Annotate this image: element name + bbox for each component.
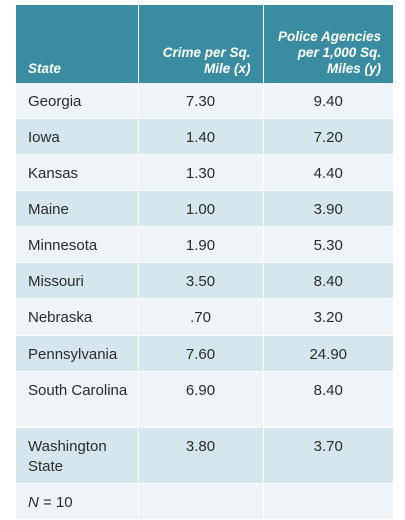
empty-cell <box>263 483 393 520</box>
state-cell: Georgia <box>16 83 139 119</box>
table-row: South Carolina 6.90 8.40 <box>16 371 393 428</box>
table-row: Iowa 1.40 7.20 <box>16 118 393 155</box>
data-table: State Crime per Sq. Mile (x) Police Agen… <box>16 5 393 520</box>
table-row: Minnesota 1.90 5.30 <box>16 226 393 263</box>
table-row: Georgia 7.30 9.40 <box>16 83 393 119</box>
state-cell: Kansas <box>16 154 139 191</box>
state-column-header: State <box>16 5 139 83</box>
empty-cell <box>138 483 264 520</box>
police-cell: 3.70 <box>263 427 393 484</box>
crime-cell: .70 <box>138 298 264 336</box>
n-symbol: N <box>28 494 39 511</box>
table-row: Kansas 1.30 4.40 <box>16 154 393 191</box>
police-cell: 3.20 <box>263 298 393 336</box>
police-column-header: Police Agencies per 1,000 Sq. Miles (y) <box>263 5 393 83</box>
crime-cell: 3.80 <box>138 427 264 484</box>
sample-size-row: N = 10 <box>16 483 393 520</box>
crime-cell: 7.30 <box>138 83 264 119</box>
sample-size-cell: N = 10 <box>16 483 139 520</box>
police-cell: 24.90 <box>263 335 393 372</box>
state-cell: Washington State <box>16 427 139 484</box>
police-cell: 8.40 <box>263 371 393 428</box>
state-cell: Maine <box>16 190 139 227</box>
crime-cell: 3.50 <box>138 262 264 299</box>
police-cell: 8.40 <box>263 262 393 299</box>
state-cell: Minnesota <box>16 226 139 263</box>
state-cell: Nebraska <box>16 298 139 336</box>
police-cell: 9.40 <box>263 83 393 119</box>
crime-column-header: Crime per Sq. Mile (x) <box>138 5 264 83</box>
state-cell: Missouri <box>16 262 139 299</box>
crime-cell: 1.30 <box>138 154 264 191</box>
crime-cell: 1.00 <box>138 190 264 227</box>
crime-cell: 7.60 <box>138 335 264 372</box>
police-cell: 3.90 <box>263 190 393 227</box>
police-cell: 7.20 <box>263 118 393 155</box>
state-cell: Pennsylvania <box>16 335 139 372</box>
table-row: Maine 1.00 3.90 <box>16 190 393 227</box>
table-row: Washington State 3.80 3.70 <box>16 427 393 484</box>
header-row: State Crime per Sq. Mile (x) Police Agen… <box>16 5 393 83</box>
crime-cell: 1.90 <box>138 226 264 263</box>
crime-cell: 1.40 <box>138 118 264 155</box>
table-row: Pennsylvania 7.60 24.90 <box>16 335 393 372</box>
crime-cell: 6.90 <box>138 371 264 428</box>
state-cell: Iowa <box>16 118 139 155</box>
table-row: Missouri 3.50 8.40 <box>16 262 393 299</box>
police-cell: 5.30 <box>263 226 393 263</box>
state-cell: South Carolina <box>16 371 139 428</box>
table-row: Nebraska .70 3.20 <box>16 298 393 336</box>
n-value: = 10 <box>43 494 73 511</box>
police-cell: 4.40 <box>263 154 393 191</box>
